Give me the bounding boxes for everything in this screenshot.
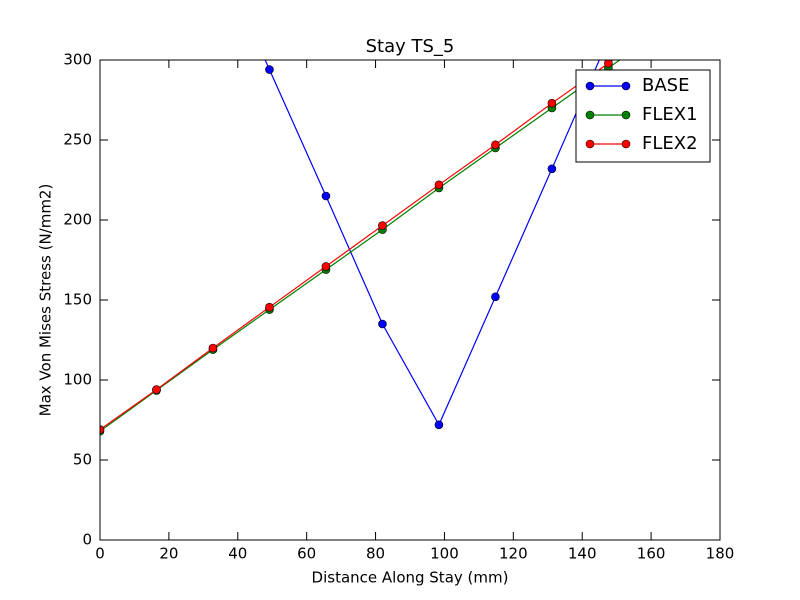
- y-tick-label: 150: [63, 291, 92, 309]
- y-tick-label: 250: [63, 131, 92, 149]
- legend-label: FLEX1: [642, 104, 698, 125]
- x-tick-label: 180: [706, 545, 735, 563]
- data-point: [378, 221, 387, 230]
- x-tick-label: 120: [499, 545, 528, 563]
- x-axis-label: Distance Along Stay (mm): [312, 569, 509, 587]
- y-axis-label: Max Von Mises Stress (N/mm2): [37, 184, 55, 417]
- data-point: [321, 262, 331, 271]
- legend-marker: [621, 110, 631, 120]
- x-tick-label: 60: [297, 545, 316, 563]
- data-point: [265, 302, 274, 312]
- data-point: [434, 420, 444, 430]
- plot-area: [100, 60, 621, 436]
- data-point: [491, 292, 500, 302]
- x-tick-label: 100: [430, 545, 459, 563]
- legend-marker: [621, 139, 631, 149]
- y-tick-label: 50: [73, 451, 92, 469]
- legend-marker: [585, 139, 595, 149]
- y-tick-label: 100: [63, 371, 92, 389]
- data-point: [321, 191, 331, 201]
- x-tick-label: 140: [568, 545, 597, 563]
- series-line: [264, 60, 600, 427]
- legend-marker: [621, 81, 631, 91]
- legend-box: [575, 69, 711, 163]
- y-tick-label: 0: [82, 531, 92, 549]
- data-point: [547, 164, 557, 174]
- data-point: [604, 60, 613, 68]
- x-tick-label: 160: [637, 545, 666, 563]
- data-point: [265, 65, 274, 74]
- legend-label: FLEX2: [642, 133, 698, 154]
- legend-marker: [585, 110, 595, 120]
- data-point: [100, 425, 105, 434]
- y-tick-label: 300: [63, 51, 92, 69]
- data-point: [547, 98, 557, 108]
- data-point: [491, 140, 500, 150]
- y-tick-label: 200: [63, 211, 92, 229]
- x-tick-label: 0: [95, 545, 105, 563]
- data-point: [378, 319, 387, 329]
- data-point: [152, 385, 161, 394]
- data-point: [434, 180, 444, 190]
- data-point: [208, 343, 218, 353]
- chart-title: Stay TS_5: [366, 36, 455, 57]
- x-tick-label: 40: [228, 545, 247, 563]
- x-tick-label: 80: [366, 545, 385, 563]
- legend-label: BASE: [642, 75, 689, 96]
- legend-marker: [585, 81, 595, 91]
- x-tick-label: 20: [159, 545, 178, 563]
